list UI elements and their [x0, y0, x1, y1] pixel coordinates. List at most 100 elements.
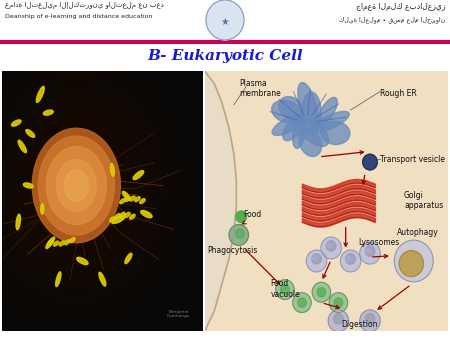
Circle shape — [41, 142, 112, 234]
Circle shape — [313, 256, 316, 261]
Ellipse shape — [23, 183, 33, 188]
Circle shape — [340, 250, 361, 272]
Circle shape — [280, 285, 289, 294]
Ellipse shape — [318, 97, 337, 125]
Circle shape — [229, 224, 248, 245]
Circle shape — [366, 248, 370, 252]
Ellipse shape — [64, 240, 70, 245]
Circle shape — [399, 250, 423, 276]
Text: كلية العلوم • قسم علم الحيوان: كلية العلوم • قسم علم الحيوان — [339, 16, 445, 23]
Ellipse shape — [125, 253, 132, 264]
Ellipse shape — [26, 129, 35, 137]
Polygon shape — [205, 71, 236, 331]
Circle shape — [365, 314, 375, 324]
Ellipse shape — [125, 197, 130, 202]
Ellipse shape — [36, 87, 44, 102]
Ellipse shape — [115, 214, 120, 219]
Ellipse shape — [125, 212, 130, 217]
Ellipse shape — [112, 215, 125, 223]
Text: Deanship of e-learning and distance education: Deanship of e-learning and distance educ… — [5, 14, 153, 19]
Circle shape — [312, 282, 331, 302]
Circle shape — [327, 243, 331, 247]
Text: Plasma
membrane: Plasma membrane — [239, 79, 280, 98]
Ellipse shape — [130, 214, 135, 219]
Ellipse shape — [292, 118, 306, 148]
Circle shape — [276, 280, 294, 299]
Ellipse shape — [120, 199, 125, 203]
Circle shape — [70, 180, 82, 196]
Circle shape — [31, 129, 122, 247]
Ellipse shape — [299, 128, 322, 156]
Circle shape — [321, 237, 341, 259]
Circle shape — [363, 154, 377, 170]
Circle shape — [236, 229, 244, 238]
Text: Golgi
apparatus: Golgi apparatus — [404, 191, 443, 210]
Circle shape — [326, 241, 336, 251]
Ellipse shape — [135, 197, 140, 202]
Circle shape — [46, 146, 106, 224]
Circle shape — [365, 246, 375, 256]
Text: جامعة الملك عبدالعزيز: جامعة الملك عبدالعزيز — [356, 2, 445, 11]
Circle shape — [346, 254, 356, 264]
Ellipse shape — [46, 237, 55, 248]
Text: عمادة التعليم الإلكتروني والتعلم عن بعد: عمادة التعليم الإلكتروني والتعلم عن بعد — [5, 2, 164, 9]
Circle shape — [236, 211, 247, 222]
Ellipse shape — [206, 0, 244, 40]
Ellipse shape — [141, 211, 152, 218]
Ellipse shape — [300, 119, 328, 146]
Ellipse shape — [48, 240, 53, 245]
Circle shape — [64, 170, 88, 201]
Circle shape — [317, 288, 326, 297]
Circle shape — [51, 155, 102, 221]
Circle shape — [38, 136, 114, 235]
Ellipse shape — [16, 214, 21, 230]
Ellipse shape — [312, 111, 349, 132]
Ellipse shape — [120, 212, 125, 217]
Circle shape — [60, 168, 92, 209]
Ellipse shape — [272, 114, 306, 136]
Ellipse shape — [133, 171, 144, 179]
Circle shape — [56, 160, 96, 212]
Ellipse shape — [122, 191, 130, 200]
Circle shape — [306, 250, 327, 272]
Circle shape — [328, 310, 349, 332]
Ellipse shape — [76, 257, 88, 265]
Ellipse shape — [18, 140, 27, 153]
Text: B- Eukaryotic Cell: B- Eukaryotic Cell — [147, 49, 303, 63]
Ellipse shape — [99, 272, 106, 286]
Circle shape — [329, 293, 348, 313]
Ellipse shape — [140, 199, 145, 203]
Ellipse shape — [283, 117, 304, 141]
Ellipse shape — [54, 241, 59, 246]
Circle shape — [312, 254, 321, 264]
Text: Transport vesicle: Transport vesicle — [380, 155, 445, 164]
Circle shape — [297, 298, 306, 307]
Text: Benjamin
Cummings: Benjamin Cummings — [167, 310, 190, 318]
Circle shape — [394, 240, 433, 282]
Ellipse shape — [110, 217, 115, 222]
Ellipse shape — [59, 241, 64, 246]
Circle shape — [292, 293, 311, 313]
Ellipse shape — [110, 164, 114, 176]
Text: Lysosomes: Lysosomes — [358, 238, 399, 247]
Circle shape — [360, 310, 380, 332]
Ellipse shape — [321, 121, 350, 144]
Ellipse shape — [279, 97, 304, 120]
Circle shape — [32, 128, 121, 243]
Circle shape — [360, 242, 380, 264]
Ellipse shape — [298, 82, 318, 126]
Text: Digestion: Digestion — [341, 320, 378, 329]
Ellipse shape — [43, 110, 53, 115]
Text: Rough ER: Rough ER — [380, 89, 416, 98]
Circle shape — [334, 298, 343, 307]
Ellipse shape — [272, 100, 301, 123]
Ellipse shape — [70, 238, 75, 243]
Circle shape — [333, 314, 343, 324]
Ellipse shape — [302, 92, 321, 134]
Text: Food: Food — [243, 210, 262, 219]
Text: ★: ★ — [220, 17, 230, 27]
Text: Food
vacuole: Food vacuole — [270, 279, 300, 298]
Text: Phagocytosis: Phagocytosis — [207, 246, 257, 255]
Ellipse shape — [56, 272, 61, 287]
Ellipse shape — [130, 196, 135, 201]
